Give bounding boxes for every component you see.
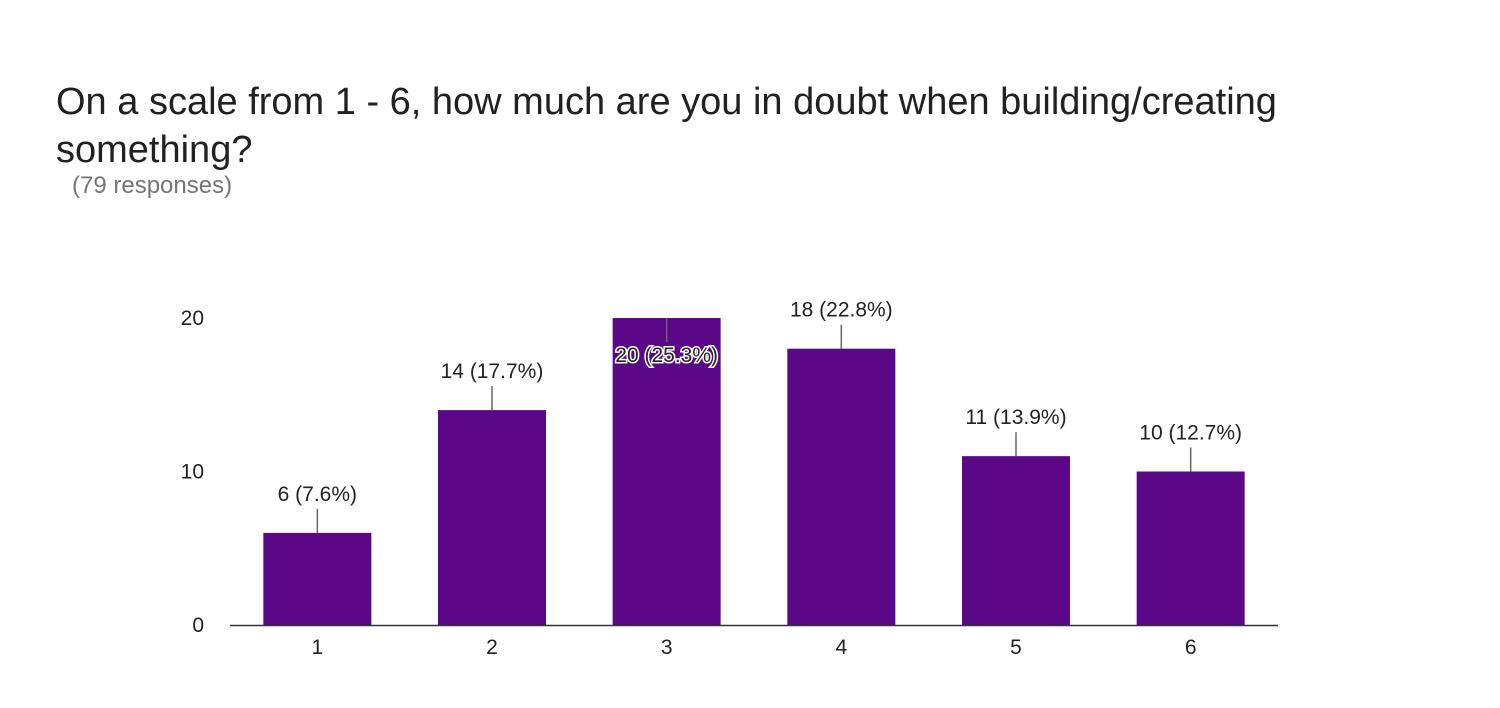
y-tick-label: 10 xyxy=(181,461,204,484)
data-label: 11 (13.9%) xyxy=(965,406,1066,429)
data-label: 14 (17.7%) xyxy=(441,360,544,383)
y-tick-label: 20 xyxy=(181,307,204,330)
bar xyxy=(787,348,896,625)
x-tick-label: 4 xyxy=(835,636,847,659)
x-tick-label: 5 xyxy=(1010,636,1022,659)
bar xyxy=(962,456,1070,625)
response-count: (79 responses) xyxy=(72,172,233,199)
bar xyxy=(438,410,546,625)
x-tick-label: 3 xyxy=(661,636,673,659)
data-label: 6 (7.6%) xyxy=(278,483,357,506)
chart-title: On a scale from 1 - 6, how much are you … xyxy=(56,81,1277,171)
y-tick-label: 0 xyxy=(192,614,204,637)
data-label: 10 (12.7%) xyxy=(1139,422,1242,445)
data-label: 18 (22.8%) xyxy=(790,299,893,322)
bar xyxy=(1136,471,1245,625)
x-tick-label: 6 xyxy=(1185,636,1197,659)
x-tick-label: 2 xyxy=(486,636,498,659)
data-label: 20 (25.3%) xyxy=(615,344,718,367)
bar xyxy=(263,532,372,625)
x-tick-label: 1 xyxy=(311,636,323,659)
bar xyxy=(612,318,721,625)
